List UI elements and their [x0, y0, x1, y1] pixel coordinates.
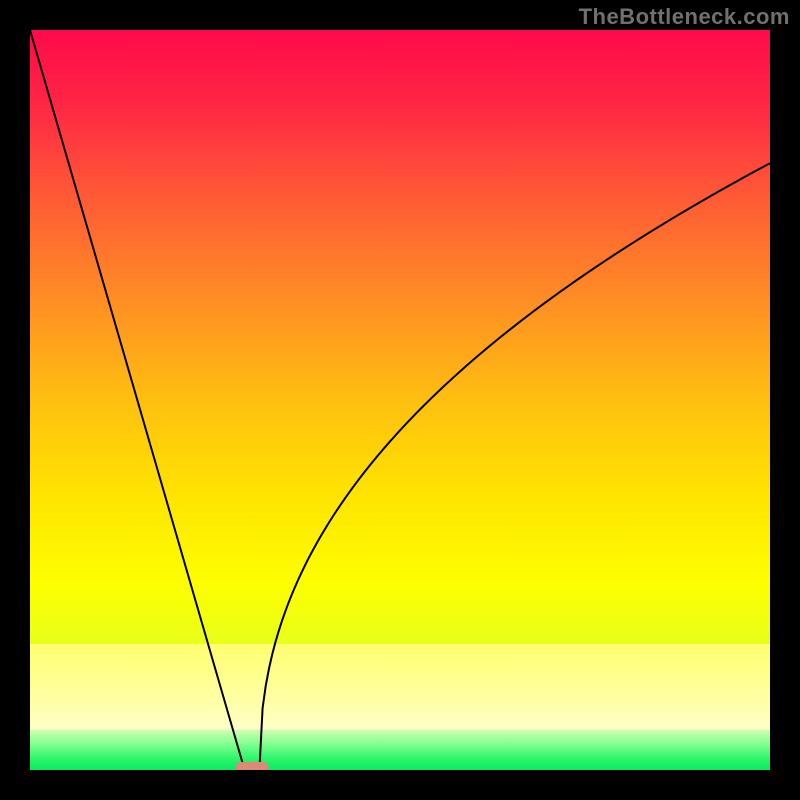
- optimal-marker: [235, 762, 268, 770]
- gradient-background: [30, 30, 770, 770]
- watermark-text: TheBottleneck.com: [579, 4, 790, 30]
- chart-container: TheBottleneck.com: [0, 0, 800, 800]
- bottleneck-chart: [30, 30, 770, 770]
